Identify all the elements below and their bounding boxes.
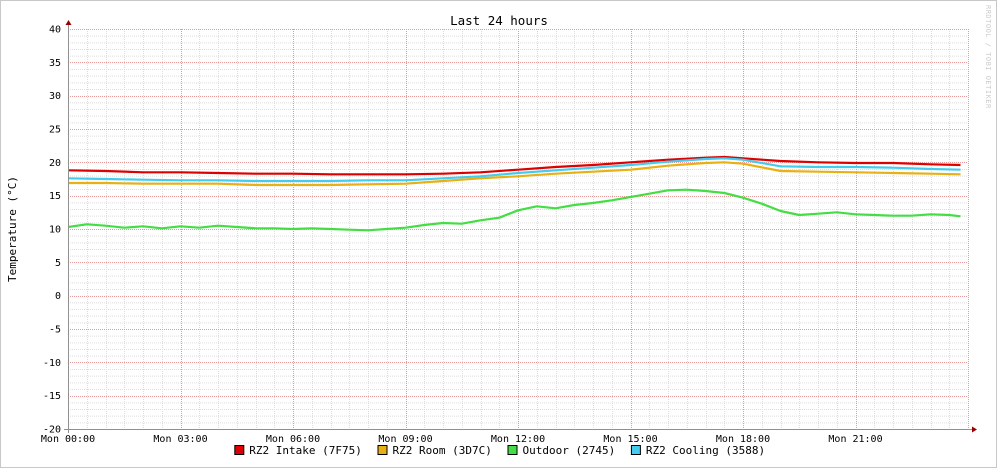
legend-swatch-0 — [234, 445, 245, 455]
y-tick-label: -10 — [43, 358, 61, 369]
legend-swatch-1 — [377, 445, 388, 455]
x-tick-label: Mon 18:00 — [716, 434, 770, 445]
y-tick-label: 30 — [49, 91, 61, 102]
chart-title: Last 24 hours — [450, 13, 548, 28]
series-line-0 — [67, 155, 961, 176]
x-tick-label: Mon 09:00 — [378, 434, 432, 445]
x-tick-label: Mon 00:00 — [41, 434, 95, 445]
y-tick-labels: -20 -15 -10 -5 0 5 10 15 20 25 30 35 40 — [43, 25, 61, 436]
y-tick-label: 40 — [49, 25, 61, 36]
y-tick-label: -15 — [43, 391, 61, 402]
major-gridlines — [68, 29, 969, 430]
minor-gridlines — [68, 29, 968, 429]
y-tick-label: 15 — [49, 191, 61, 202]
y-tick-label: 20 — [49, 158, 61, 169]
y-tick-label: -5 — [49, 325, 61, 336]
x-tick-label: Mon 15:00 — [603, 434, 657, 445]
legend-swatch-3 — [630, 445, 641, 455]
legend-label-1: RZ2 Room (3D7C) — [393, 444, 492, 457]
y-tick-label: 10 — [49, 225, 61, 236]
rrdtool-watermark: RRDTOOL / TOBI OETIKER — [984, 5, 992, 109]
series-lines — [67, 155, 961, 232]
legend-swatch-2 — [507, 445, 518, 455]
legend: RZ2 Intake (7F75) RZ2 Room (3D7C) Outdoor … — [234, 444, 765, 457]
y-tick-label: -20 — [43, 425, 61, 436]
y-tick-label: 35 — [49, 58, 61, 69]
y-tick-label: 25 — [49, 125, 61, 136]
y-axis-label: Temperature (°C) — [6, 176, 19, 282]
y-tick-label: 5 — [55, 258, 61, 269]
legend-label-0: RZ2 Intake (7F75) — [249, 444, 362, 457]
x-tick-labels: Mon 00:00 Mon 03:00 Mon 06:00 Mon 09:00 Mon … — [41, 434, 883, 445]
x-tick-label: Mon 12:00 — [491, 434, 545, 445]
series-line-3 — [67, 157, 961, 183]
x-axis-arrow — [972, 426, 977, 433]
axes — [64, 20, 977, 433]
x-tick-label: Mon 21:00 — [828, 434, 882, 445]
legend-label-3: RZ2 Cooling (3588) — [646, 444, 765, 457]
y-tick-label: 0 — [55, 291, 61, 302]
x-tick-label: Mon 03:00 — [153, 434, 207, 445]
x-tick-label: Mon 06:00 — [266, 434, 320, 445]
legend-label-2: Outdoor (2745) — [523, 444, 616, 457]
y-axis-arrow — [65, 20, 72, 25]
series-line-2 — [67, 188, 961, 232]
series-line-1 — [68, 161, 961, 187]
